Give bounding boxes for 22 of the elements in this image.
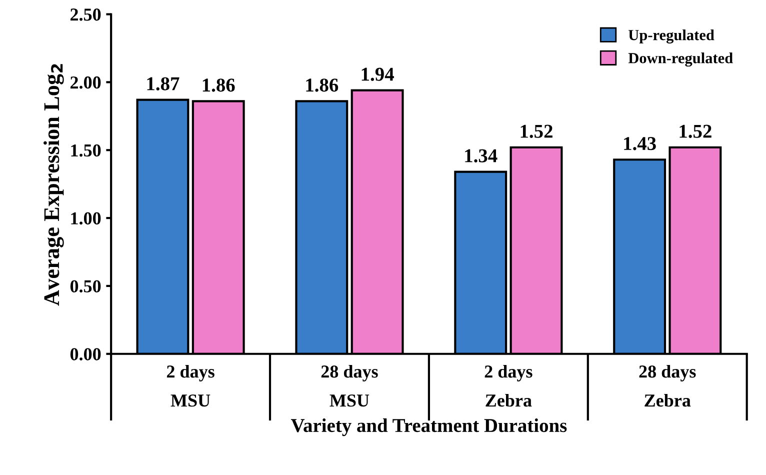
y-tick-label: 1.00 <box>71 212 101 225</box>
data-label: 1.52 <box>680 124 712 138</box>
data-label: 1.43 <box>624 137 656 150</box>
y-tick-label: 2.50 <box>70 8 101 21</box>
y-tick-label: 0.00 <box>70 348 101 360</box>
y-axis-title: Average Expression Log$_{2}$ <box>44 64 64 306</box>
x-tick-label: 28 days MSU <box>321 364 378 407</box>
data-label: 1.87 <box>147 77 180 90</box>
x-tick-label: 28 days Zebra <box>639 364 696 407</box>
legend-label: Down-regulated <box>628 52 733 67</box>
data-label: 1.86 <box>202 78 235 92</box>
data-label: 1.52 <box>520 124 552 138</box>
legend-label: Up-regulated <box>628 29 714 44</box>
y-tick-label: 0.50 <box>70 280 101 292</box>
x-tick-label: 2 days Zebra <box>484 364 532 407</box>
x-axis-title: Variety and Treatment Durations <box>290 418 567 436</box>
data-label: 1.86 <box>306 78 338 92</box>
y-tick-label: 1.50 <box>71 144 101 157</box>
data-label: 1.34 <box>465 149 498 162</box>
data-label: 1.94 <box>362 68 394 81</box>
y-tick-label: 2.00 <box>70 76 101 89</box>
x-tick-label: 2 days MSU <box>166 364 214 407</box>
